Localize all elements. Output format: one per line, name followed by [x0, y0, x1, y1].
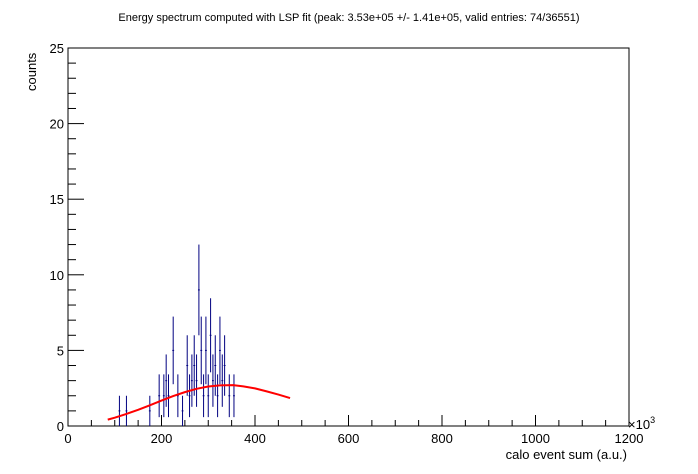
x-axis-multiplier: ×103 — [628, 415, 655, 432]
fit-curve — [107, 384, 291, 421]
y-tick-label: 5 — [57, 343, 64, 358]
y-axis: 0 5 10 15 20 25 — [50, 41, 84, 434]
x-axis: 0 200 400 600 800 1000 1200 — [64, 415, 643, 446]
data-series — [118, 244, 235, 426]
data-point — [186, 335, 189, 396]
y-tick-label: 10 — [50, 268, 64, 283]
y-axis-label: counts — [24, 52, 39, 91]
data-point — [188, 374, 191, 418]
data-point — [193, 335, 196, 396]
data-point — [219, 316, 221, 385]
y-tick-label: 20 — [50, 117, 64, 132]
x-axis-multiplier-exponent: 3 — [650, 415, 655, 425]
data-point — [172, 316, 175, 385]
x-tick-label: 1000 — [521, 431, 550, 446]
data-point — [148, 395, 151, 426]
fit-series — [107, 384, 291, 421]
data-point — [223, 335, 226, 396]
data-point — [202, 374, 205, 418]
data-point — [211, 354, 214, 407]
data-point — [204, 316, 207, 385]
data-point — [162, 374, 165, 418]
data-point — [207, 374, 210, 418]
data-point — [190, 354, 193, 407]
data-point — [195, 354, 198, 407]
data-point — [209, 298, 212, 373]
data-point — [216, 374, 219, 418]
y-tick-label: 0 — [57, 419, 64, 434]
x-axis-label: calo event sum (a.u.) — [506, 447, 627, 462]
data-point — [125, 395, 128, 426]
data-point — [197, 244, 200, 336]
data-point — [181, 395, 184, 426]
x-tick-label: 200 — [151, 431, 173, 446]
data-point — [228, 374, 231, 418]
data-point — [221, 354, 224, 407]
data-point — [167, 374, 170, 418]
data-point — [176, 374, 179, 418]
data-point — [118, 395, 121, 426]
chart-title: Energy spectrum computed with LSP fit (p… — [118, 12, 579, 24]
x-tick-label: 800 — [431, 431, 453, 446]
x-axis-multiplier-base: ×10 — [628, 417, 650, 432]
data-point — [158, 374, 161, 418]
data-point — [233, 374, 235, 418]
plot-frame — [67, 47, 630, 427]
x-tick-label: 600 — [338, 431, 360, 446]
data-point — [200, 316, 203, 385]
y-tick-label: 25 — [50, 41, 64, 56]
x-tick-label: 1200 — [615, 431, 644, 446]
x-tick-label: 0 — [64, 431, 71, 446]
x-tick-label: 400 — [244, 431, 266, 446]
y-tick-label: 15 — [50, 192, 64, 207]
